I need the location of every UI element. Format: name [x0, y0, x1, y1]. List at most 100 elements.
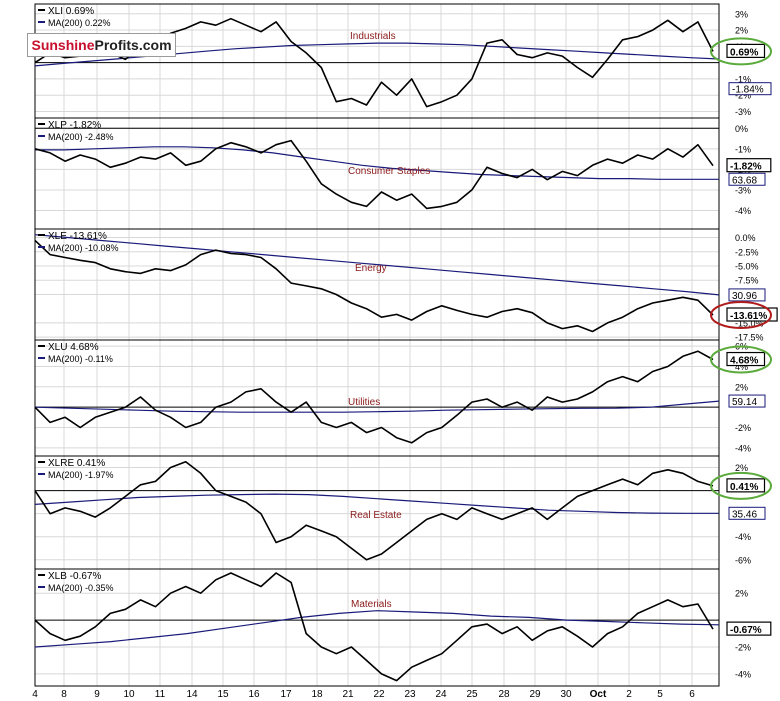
legend-price-xlre: XLRE 0.41%: [48, 458, 105, 469]
ytick-xlp-4: -4%: [735, 206, 751, 216]
ma-tag-xli: -1.84%: [732, 85, 764, 96]
ytick-xlre-3: -6%: [735, 555, 751, 565]
xtick-2: 9: [94, 689, 100, 700]
ma-tag-xlre: 35.46: [732, 509, 757, 520]
ytick-xlb-1: -2%: [735, 643, 751, 653]
legend-ma-xlp: MA(200) -2.48%: [48, 132, 114, 142]
ma-line-xle: [34, 234, 720, 296]
x-axis: 4 8 9 10 11 14 15 16 17 18 21 22 23 24 25 28 29 30 Oct 2 5 6: [32, 689, 695, 700]
ytick-xlb-2: -4%: [735, 669, 751, 679]
price-line-xlb: [34, 572, 714, 682]
price-line-xle: [34, 239, 714, 333]
ytick-xlb-0: 2%: [735, 589, 748, 599]
ytick-xli-4: -2%: [735, 91, 751, 101]
ytick-xlp-3: -3%: [735, 185, 751, 195]
ma-line-xlu: [34, 400, 720, 413]
legend-price-xli: XLI 0.69%: [48, 6, 94, 17]
ma-line-xlp: [35, 146, 719, 180]
panel-title-xlu: Utilities: [348, 397, 380, 408]
legend-ma-xli: MA(200) 0.22%: [48, 18, 111, 28]
legend-price-xlb: XLB -0.67%: [48, 571, 101, 582]
ma-line-xlre: [34, 493, 719, 514]
price-tag-xlu: 4.68%: [730, 356, 758, 367]
price-tag-xlp: -1.82%: [730, 162, 762, 173]
xtick-6: 15: [217, 689, 229, 700]
ytick-xlp-1: -1%: [735, 144, 751, 154]
panel-title-xle: Energy: [355, 263, 387, 274]
highlight-circle-xlu: [710, 345, 772, 374]
ytick-xle-0: 0.0%: [735, 233, 756, 243]
xtick-11: 22: [373, 689, 385, 700]
xtick-13: 24: [435, 689, 447, 700]
xtick-20: 5: [657, 689, 663, 700]
ytick-xlu-3: -2%: [735, 423, 751, 433]
xtick-21: 6: [689, 689, 695, 700]
ytick-xlu-2: 2%: [735, 382, 748, 392]
xtick-9: 18: [311, 689, 323, 700]
ytick-xle-1: -2.5%: [735, 247, 759, 257]
legend-price-xle: XLE -13.61%: [48, 231, 107, 242]
xtick-4: 11: [155, 689, 166, 700]
ma-tag-box-xle: [728, 288, 766, 302]
xtick-17: 30: [560, 689, 572, 700]
price-tag-box-xli: [726, 43, 766, 58]
grid-lines: [34, 4, 693, 686]
ytick-xle-3: -7.5%: [735, 276, 759, 286]
panel-xle: XLE -13.61%MA(200) -10.08% Energy 0.0% -2.5…: [34, 228, 778, 343]
xtick-8: 17: [280, 689, 292, 700]
ytick-xlp-0: 0%: [735, 124, 748, 134]
panel-xli: XLI 0.69%MA(200) 0.22%Industrials3%2%1%-…: [34, 3, 772, 119]
ytick-xlu-1: 4%: [735, 362, 748, 372]
panel-title-xlb: Materials: [351, 599, 392, 610]
ytick-xle-6: -17.5%: [735, 333, 764, 343]
sunshine-profits-logo: SunshineProfits.com: [27, 33, 176, 57]
price-tag-xli: 0.69%: [730, 47, 758, 58]
ma-tag-xlu: 59.14: [732, 397, 757, 408]
xtick-0: 4: [32, 689, 38, 700]
panel-xlu: XLU 4.68%MA(200) -0.11%Utilities6%4%2%-2…: [34, 339, 772, 457]
xtick-14: 25: [466, 689, 478, 700]
xtick-19: 2: [626, 689, 632, 700]
panel-xlp: XLP -1.82%MA(200) -2.48% Consumer Staples…: [34, 117, 772, 230]
legend-price-xlp: XLP -1.82%: [48, 120, 101, 131]
ma-tag-box-xli: [728, 82, 772, 96]
panel-title-xlre: Real Estate: [350, 510, 402, 521]
panel-title-xlp: Consumer Staples: [348, 166, 430, 177]
ma-line-xlb: [34, 610, 720, 648]
panel-frame-xli: [34, 3, 720, 119]
panel-title-xli: Industrials: [350, 31, 396, 42]
xtick-3: 10: [123, 689, 135, 700]
ma-tag-box-xlp: [728, 172, 766, 186]
highlight-circle-xlre: [710, 471, 772, 500]
xtick-5: 14: [186, 689, 198, 700]
panel-xlb: XLB -0.67%MA(200) -0.35% Materials 2% -2% -4…: [34, 568, 772, 687]
ytick-xli-1: 2%: [735, 26, 748, 36]
legend-ma-xlre: MA(200) -1.97%: [48, 470, 114, 480]
price-line-xlu: [34, 350, 714, 444]
legend-ma-xlu: MA(200) -0.11%: [48, 354, 113, 364]
ytick-xlre-2: -4%: [735, 532, 751, 542]
price-tag-box-xlre: [726, 478, 766, 493]
ytick-xle-5: -15.0%: [735, 318, 764, 328]
logo-part-2: Profits.com: [94, 37, 172, 53]
legend-ma-xlb: MA(200) -0.35%: [48, 583, 114, 593]
legend-ma-xle: MA(200) -10.08%: [48, 243, 119, 253]
ma-tag-xlp: 63.68: [732, 175, 757, 186]
ytick-xli-3: -1%: [735, 74, 751, 84]
highlight-circle-xle: [710, 301, 772, 330]
xtick-7: 16: [248, 689, 260, 700]
xtick-16: 29: [529, 689, 541, 700]
price-tag-xle: -13.61%: [730, 311, 767, 322]
ytick-xle-2: -5.0%: [735, 262, 759, 272]
logo-part-1: Sunshine: [31, 37, 95, 53]
price-tag-xlre: 0.41%: [730, 482, 758, 493]
highlight-circle-xli: [710, 37, 772, 66]
ytick-xlu-4: -4%: [735, 443, 751, 453]
xtick-18: Oct: [590, 689, 607, 700]
xtick-10: 21: [342, 689, 354, 700]
price-tag-box-xle: [726, 307, 778, 322]
price-tag-box-xlu: [726, 351, 766, 367]
legend-price-xlu: XLU 4.68%: [48, 342, 99, 353]
ma-tag-box-xlu: [728, 394, 766, 408]
